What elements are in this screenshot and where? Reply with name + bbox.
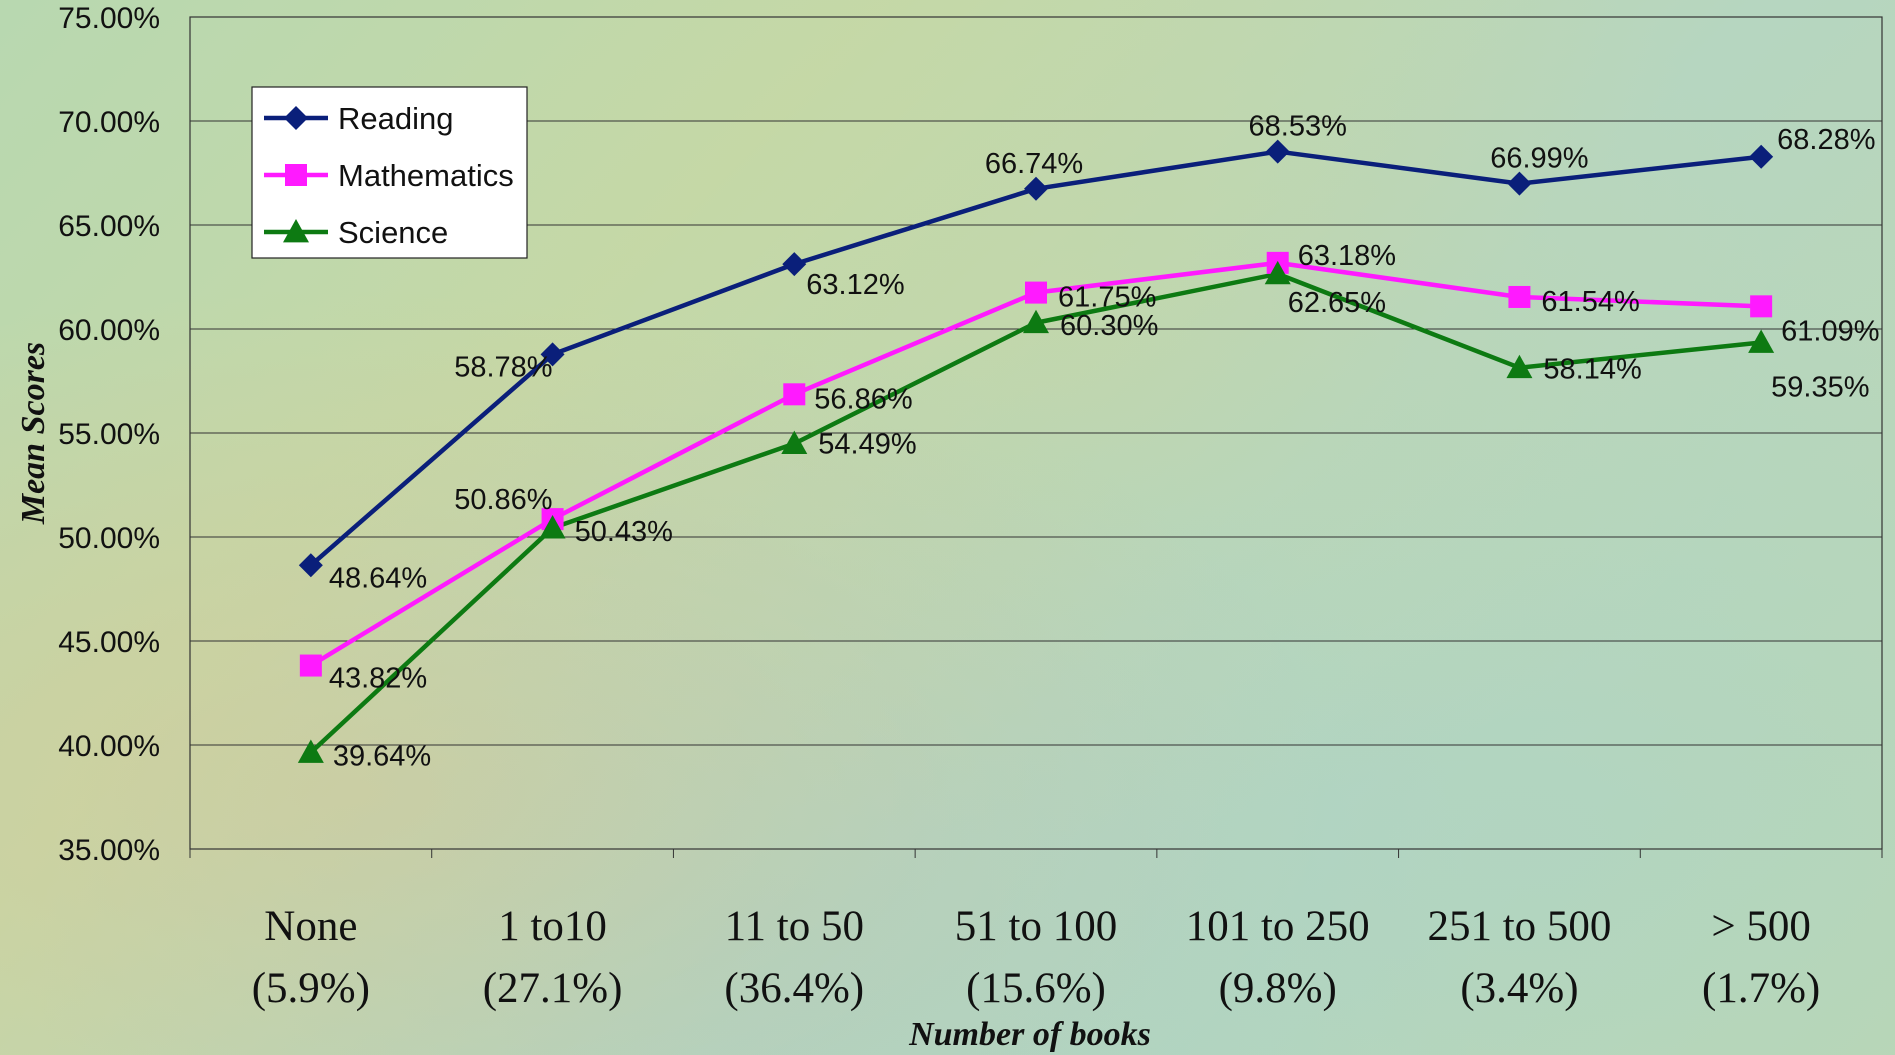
- y-tick-label: 60.00%: [58, 314, 160, 347]
- data-point-mathematics: [299, 654, 322, 677]
- y-tick-label: 70.00%: [58, 106, 160, 139]
- data-label-science: 58.14%: [1543, 354, 1641, 386]
- x-category-label: 11 to 50: [725, 903, 864, 950]
- data-label-mathematics: 61.54%: [1541, 286, 1639, 318]
- x-category-percent: (1.7%): [1702, 965, 1820, 1012]
- x-category-label: 251 to 500: [1427, 903, 1611, 950]
- legend-label-mathematics: Mathematics: [338, 158, 514, 193]
- y-tick-label: 35.00%: [58, 834, 160, 867]
- x-category-percent: (27.1%): [483, 965, 623, 1012]
- data-label-mathematics: 61.09%: [1781, 315, 1879, 347]
- x-category-label: > 500: [1711, 903, 1811, 950]
- data-label-mathematics: 63.18%: [1298, 240, 1396, 272]
- data-label-reading: 48.64%: [329, 562, 427, 594]
- y-tick-label: 65.00%: [58, 210, 160, 243]
- data-point-reading: [540, 342, 565, 367]
- data-point-science: [539, 515, 566, 539]
- x-category-label: 1 to10: [498, 903, 607, 950]
- data-point-reading: [782, 252, 807, 277]
- data-point-mathematics: [783, 383, 806, 406]
- data-point-science: [781, 430, 808, 455]
- legend-swatch-marker: [284, 106, 308, 130]
- data-point-reading: [298, 553, 323, 578]
- legend-label-reading: Reading: [338, 101, 453, 136]
- legend-swatch-marker: [285, 164, 307, 186]
- data-label-science: 50.43%: [575, 516, 673, 548]
- data-label-mathematics: 50.86%: [454, 484, 552, 516]
- data-label-reading: 66.99%: [1490, 143, 1588, 175]
- data-label-reading: 68.28%: [1777, 124, 1875, 156]
- data-label-reading: 68.53%: [1249, 111, 1347, 143]
- x-category-percent: (3.4%): [1460, 965, 1578, 1012]
- y-tick-label: 45.00%: [58, 626, 160, 659]
- x-category-percent: (15.6%): [966, 965, 1106, 1012]
- data-label-reading: 63.12%: [806, 269, 904, 301]
- y-axis-title: Mean Scores: [15, 342, 52, 525]
- data-point-reading: [1749, 144, 1774, 169]
- x-category-label: 51 to 100: [955, 903, 1117, 950]
- data-label-mathematics: 56.86%: [814, 383, 912, 415]
- data-label-science: 62.65%: [1288, 287, 1386, 319]
- data-point-mathematics: [1025, 281, 1047, 304]
- data-label-science: 60.30%: [1060, 310, 1158, 342]
- x-category-percent: (5.9%): [252, 965, 370, 1012]
- data-point-science: [297, 739, 324, 763]
- x-category-percent: (9.8%): [1219, 965, 1337, 1012]
- data-label-science: 39.64%: [333, 740, 431, 772]
- y-tick-label: 40.00%: [58, 730, 160, 763]
- y-tick-label: 50.00%: [58, 522, 160, 555]
- data-point-mathematics: [1508, 285, 1531, 308]
- x-category-percent: (36.4%): [724, 965, 864, 1012]
- data-point-science: [1023, 309, 1049, 334]
- x-axis-title: Number of books: [908, 1016, 1151, 1053]
- y-tick-label: 75.00%: [58, 2, 160, 35]
- data-point-reading: [1265, 139, 1290, 164]
- y-tick-label: 55.00%: [58, 418, 160, 451]
- data-point-science: [1506, 354, 1533, 379]
- x-category-label: 101 to 250: [1186, 903, 1370, 950]
- data-label-science: 59.35%: [1771, 372, 1869, 404]
- data-label-mathematics: 61.75%: [1058, 282, 1156, 314]
- data-label-mathematics: 43.82%: [329, 663, 427, 695]
- legend-swatch-marker: [283, 219, 309, 243]
- data-point-reading: [1024, 176, 1048, 201]
- data-point-mathematics: [1750, 295, 1773, 318]
- data-label-science: 54.49%: [818, 429, 916, 461]
- legend-label-science: Science: [338, 215, 448, 250]
- data-point-reading: [1507, 171, 1532, 196]
- data-label-reading: 58.78%: [454, 351, 552, 383]
- data-label-reading: 66.74%: [985, 148, 1083, 180]
- data-point-science: [1264, 260, 1291, 285]
- x-category-label: None: [264, 903, 357, 950]
- data-point-science: [1748, 329, 1775, 353]
